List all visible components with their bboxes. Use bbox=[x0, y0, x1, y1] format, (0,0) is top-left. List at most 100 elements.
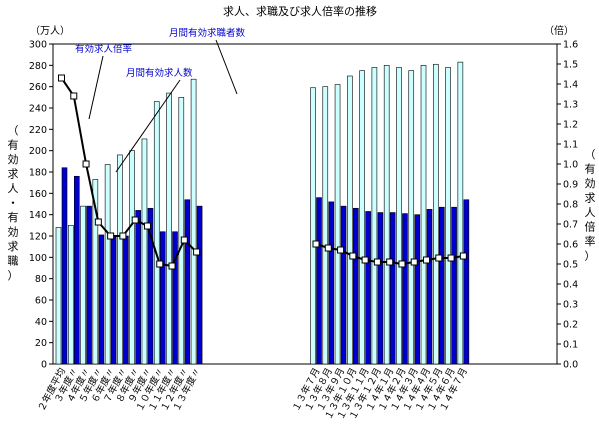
left-tick-label: 0 bbox=[41, 360, 47, 371]
right-tick-label: 0.1 bbox=[563, 340, 578, 351]
bar-job-openings bbox=[402, 213, 408, 365]
bar-job-seekers bbox=[166, 92, 172, 365]
ratio-point bbox=[435, 254, 443, 262]
bar-job-openings bbox=[135, 210, 141, 365]
right-axis-label-char: 有 bbox=[585, 162, 596, 176]
left-axis-label-char: 求 bbox=[8, 168, 19, 181]
chart-title: 求人、求職及び求人倍率の推移 bbox=[223, 4, 377, 18]
right-axis-label-char: 人 bbox=[585, 206, 596, 219]
right-axis-label-char: 率 bbox=[585, 234, 596, 248]
right-tick-label: 1.3 bbox=[563, 100, 578, 111]
right-tick-label: 0.9 bbox=[563, 180, 578, 191]
ratio-point bbox=[459, 252, 467, 260]
bar-job-seekers bbox=[322, 86, 329, 365]
ratio-point bbox=[180, 236, 188, 244]
right-axis-label-char: ） bbox=[585, 250, 596, 263]
right-axis-label-char: 効 bbox=[585, 176, 596, 190]
bar-job-openings bbox=[340, 205, 347, 365]
ratio-point bbox=[410, 258, 418, 266]
ratio-point bbox=[361, 256, 369, 264]
ratio-point bbox=[324, 244, 332, 252]
left-tick-label: 200 bbox=[29, 146, 47, 157]
bar-job-seekers bbox=[80, 205, 86, 365]
bar-job-seekers bbox=[104, 164, 111, 365]
left-tick-label: 240 bbox=[29, 104, 47, 115]
bar-job-seekers bbox=[129, 150, 135, 365]
ratio-point bbox=[119, 232, 127, 240]
bar-job-openings bbox=[123, 235, 129, 365]
left-tick-label: 260 bbox=[29, 82, 47, 93]
bar-job-seekers bbox=[347, 75, 353, 365]
left-axis-label-char: 効 bbox=[8, 225, 19, 239]
bar-job-seekers bbox=[420, 65, 427, 365]
bar-job-seekers bbox=[408, 70, 415, 365]
right-axis-unit: （倍） bbox=[544, 24, 574, 37]
axis-label-group: （有効求人・有効求職）（有効求人倍率） bbox=[8, 124, 596, 282]
ratio-point bbox=[373, 258, 381, 266]
bar-job-openings bbox=[328, 201, 335, 365]
bar-job-seekers bbox=[190, 78, 197, 365]
left-tick-label: 60 bbox=[35, 296, 47, 307]
annotation-ratio-leader bbox=[88, 55, 104, 120]
bar-job-seekers bbox=[334, 84, 341, 365]
bar-job-openings bbox=[438, 206, 445, 365]
ratio-point bbox=[94, 218, 102, 226]
right-tick-label: 0.5 bbox=[563, 260, 578, 271]
annotation-ratio-label: 有効求人倍率 bbox=[75, 43, 133, 55]
bar-job-openings bbox=[414, 214, 421, 365]
right-axis-label-char: 倍 bbox=[585, 220, 596, 234]
bar-job-seekers bbox=[457, 61, 464, 365]
bar-job-openings bbox=[98, 234, 105, 365]
ratio-point bbox=[70, 92, 78, 100]
left-axis-label-char: 人 bbox=[8, 182, 19, 195]
bar-job-openings bbox=[86, 205, 92, 365]
right-tick-label: 0.0 bbox=[563, 360, 578, 371]
left-tick-label: 280 bbox=[29, 61, 47, 72]
left-axis-label-char: 職 bbox=[8, 255, 19, 268]
ratio-point bbox=[82, 160, 90, 168]
ratio-point bbox=[312, 240, 320, 248]
left-tick-label: 140 bbox=[29, 210, 47, 221]
bar-job-openings bbox=[196, 205, 203, 365]
left-axis-label-char: 求 bbox=[8, 240, 19, 253]
left-tick-label: 180 bbox=[29, 168, 47, 179]
right-tick-label: 1.6 bbox=[563, 40, 578, 51]
bar-job-openings bbox=[159, 231, 166, 365]
left-axis-unit: （万人） bbox=[30, 25, 70, 37]
right-tick-label: 0.7 bbox=[563, 220, 578, 231]
right-axis-label-char: 求 bbox=[585, 192, 596, 205]
left-tick-label: 100 bbox=[29, 253, 47, 264]
bar-job-openings bbox=[426, 209, 433, 365]
right-tick-label: 0.6 bbox=[563, 240, 578, 251]
bar-job-openings bbox=[172, 231, 178, 365]
bar-job-seekers bbox=[432, 63, 439, 365]
left-tick-label: 160 bbox=[29, 189, 47, 200]
left-axis-label-char: 効 bbox=[8, 152, 19, 166]
ratio-point bbox=[349, 252, 357, 260]
left-tick-label: 120 bbox=[29, 232, 47, 243]
right-tick-label: 1.0 bbox=[563, 160, 578, 171]
ratio-point bbox=[58, 74, 65, 82]
bar-job-seekers bbox=[141, 138, 148, 365]
ratio-point bbox=[131, 216, 139, 224]
ratio-point bbox=[156, 260, 164, 268]
bar-job-openings bbox=[316, 197, 322, 365]
bar-job-seekers bbox=[310, 87, 316, 365]
bar-job-openings bbox=[365, 211, 371, 365]
bar-job-openings bbox=[353, 207, 359, 365]
bar-job-seekers bbox=[92, 179, 99, 365]
annotation-seekers-label: 月間有効求職者数 bbox=[169, 27, 246, 39]
ratio-point bbox=[447, 254, 455, 262]
bar-job-openings bbox=[147, 207, 154, 365]
left-axis-label-char: ・ bbox=[8, 197, 19, 210]
ratio-point bbox=[143, 222, 151, 230]
tick-label-group: 0 20 40 60 80 100 120 140 160 180 200 220 240 260 280 3… bbox=[29, 40, 578, 422]
bar-job-seekers bbox=[445, 67, 451, 365]
ratio-line-group bbox=[58, 74, 467, 270]
bar-job-seekers bbox=[383, 65, 390, 365]
ratio-point bbox=[168, 262, 176, 270]
bar-job-seekers bbox=[55, 227, 62, 365]
bar-job-seekers bbox=[153, 101, 160, 365]
